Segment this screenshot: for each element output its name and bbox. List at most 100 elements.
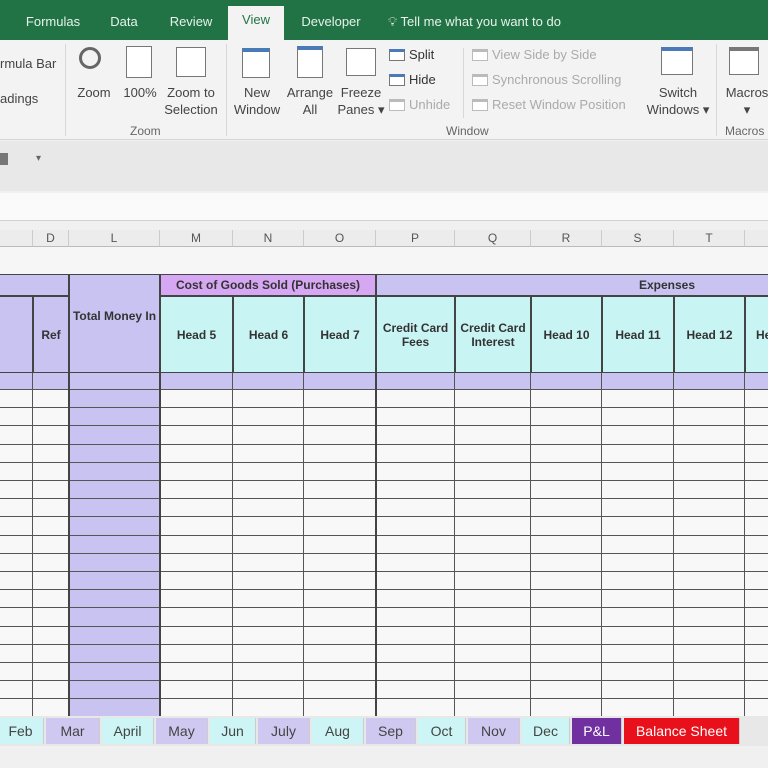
- cell[interactable]: [69, 663, 160, 682]
- sheet-tab-nov[interactable]: Nov: [468, 718, 520, 744]
- cell[interactable]: [602, 499, 674, 518]
- cell[interactable]: [304, 553, 376, 572]
- cell[interactable]: [33, 408, 69, 427]
- cell[interactable]: [233, 553, 304, 572]
- cell[interactable]: [304, 535, 376, 554]
- cell[interactable]: [455, 608, 531, 627]
- cell[interactable]: [455, 390, 531, 409]
- cell[interactable]: [69, 481, 160, 500]
- cell[interactable]: [376, 535, 455, 554]
- cell[interactable]: [33, 644, 69, 663]
- column-header[interactable]: D: [33, 230, 69, 247]
- cell[interactable]: [674, 572, 745, 591]
- cell[interactable]: [160, 462, 233, 481]
- cell[interactable]: [674, 444, 745, 463]
- cell[interactable]: [376, 644, 455, 663]
- cell[interactable]: [745, 481, 768, 500]
- cell[interactable]: [376, 444, 455, 463]
- cell[interactable]: [745, 408, 768, 427]
- cell[interactable]: [455, 517, 531, 536]
- cell[interactable]: [0, 644, 33, 663]
- cell[interactable]: [455, 499, 531, 518]
- cell[interactable]: [0, 499, 33, 518]
- cell[interactable]: [455, 553, 531, 572]
- cell[interactable]: [455, 681, 531, 700]
- cell[interactable]: [745, 663, 768, 682]
- cell[interactable]: [674, 644, 745, 663]
- cell[interactable]: [602, 481, 674, 500]
- cell[interactable]: [0, 626, 33, 645]
- cell[interactable]: [376, 663, 455, 682]
- view-side-by-side-button[interactable]: View Side by Side: [472, 47, 597, 62]
- sheet-tab-sep[interactable]: Sep: [366, 718, 416, 744]
- cell[interactable]: [0, 590, 33, 609]
- column-header[interactable]: T: [674, 230, 745, 247]
- cell[interactable]: [745, 590, 768, 609]
- cell[interactable]: [602, 681, 674, 700]
- cell[interactable]: [69, 535, 160, 554]
- cell[interactable]: [376, 481, 455, 500]
- cell[interactable]: [455, 590, 531, 609]
- cell[interactable]: [531, 572, 602, 591]
- cell[interactable]: [304, 572, 376, 591]
- cell[interactable]: [455, 663, 531, 682]
- cell[interactable]: [674, 481, 745, 500]
- cell[interactable]: [674, 553, 745, 572]
- cell[interactable]: [455, 462, 531, 481]
- cell[interactable]: [376, 426, 455, 445]
- cell[interactable]: [0, 390, 33, 409]
- cell[interactable]: [33, 390, 69, 409]
- cell[interactable]: [33, 462, 69, 481]
- cell[interactable]: [455, 408, 531, 427]
- cell[interactable]: [69, 462, 160, 481]
- cell[interactable]: [0, 517, 33, 536]
- cell[interactable]: [69, 681, 160, 700]
- cell[interactable]: [602, 444, 674, 463]
- cell[interactable]: [304, 426, 376, 445]
- cell[interactable]: [531, 444, 602, 463]
- cell[interactable]: [674, 590, 745, 609]
- sheet-tab-dec[interactable]: Dec: [522, 718, 570, 744]
- cell[interactable]: [531, 481, 602, 500]
- column-header[interactable]: M: [160, 230, 233, 247]
- cell[interactable]: [304, 481, 376, 500]
- cell[interactable]: [0, 462, 33, 481]
- tab-view[interactable]: View: [228, 6, 284, 40]
- cell[interactable]: [674, 426, 745, 445]
- cell[interactable]: [376, 681, 455, 700]
- cell[interactable]: [69, 373, 160, 390]
- cell[interactable]: [745, 644, 768, 663]
- cell[interactable]: [674, 373, 745, 390]
- cell[interactable]: [0, 608, 33, 627]
- cell[interactable]: [455, 444, 531, 463]
- cell[interactable]: [160, 699, 233, 718]
- cell[interactable]: [233, 517, 304, 536]
- cell[interactable]: [69, 517, 160, 536]
- tab-formulas[interactable]: Formulas: [25, 14, 81, 29]
- tell-me-search[interactable]: 💡︎ Tell me what you want to do: [388, 14, 561, 29]
- cell[interactable]: [304, 699, 376, 718]
- cell[interactable]: [233, 390, 304, 409]
- cell[interactable]: [745, 373, 768, 390]
- cell[interactable]: [602, 535, 674, 554]
- cell[interactable]: [455, 535, 531, 554]
- cell[interactable]: [531, 499, 602, 518]
- headings-checkbox[interactable]: adings: [0, 91, 39, 106]
- cell[interactable]: [33, 572, 69, 591]
- cell[interactable]: [455, 626, 531, 645]
- cell[interactable]: [0, 444, 33, 463]
- cell[interactable]: [531, 426, 602, 445]
- sheet-tab-aug[interactable]: Aug: [312, 718, 364, 744]
- cell[interactable]: [33, 590, 69, 609]
- cell[interactable]: [745, 390, 768, 409]
- cell[interactable]: [304, 590, 376, 609]
- cell[interactable]: [160, 373, 233, 390]
- cell[interactable]: [745, 426, 768, 445]
- cell[interactable]: [233, 572, 304, 591]
- cell[interactable]: [69, 644, 160, 663]
- cell[interactable]: [304, 408, 376, 427]
- cell[interactable]: [160, 553, 233, 572]
- cell[interactable]: [69, 426, 160, 445]
- cell[interactable]: [0, 373, 33, 390]
- cell[interactable]: [33, 681, 69, 700]
